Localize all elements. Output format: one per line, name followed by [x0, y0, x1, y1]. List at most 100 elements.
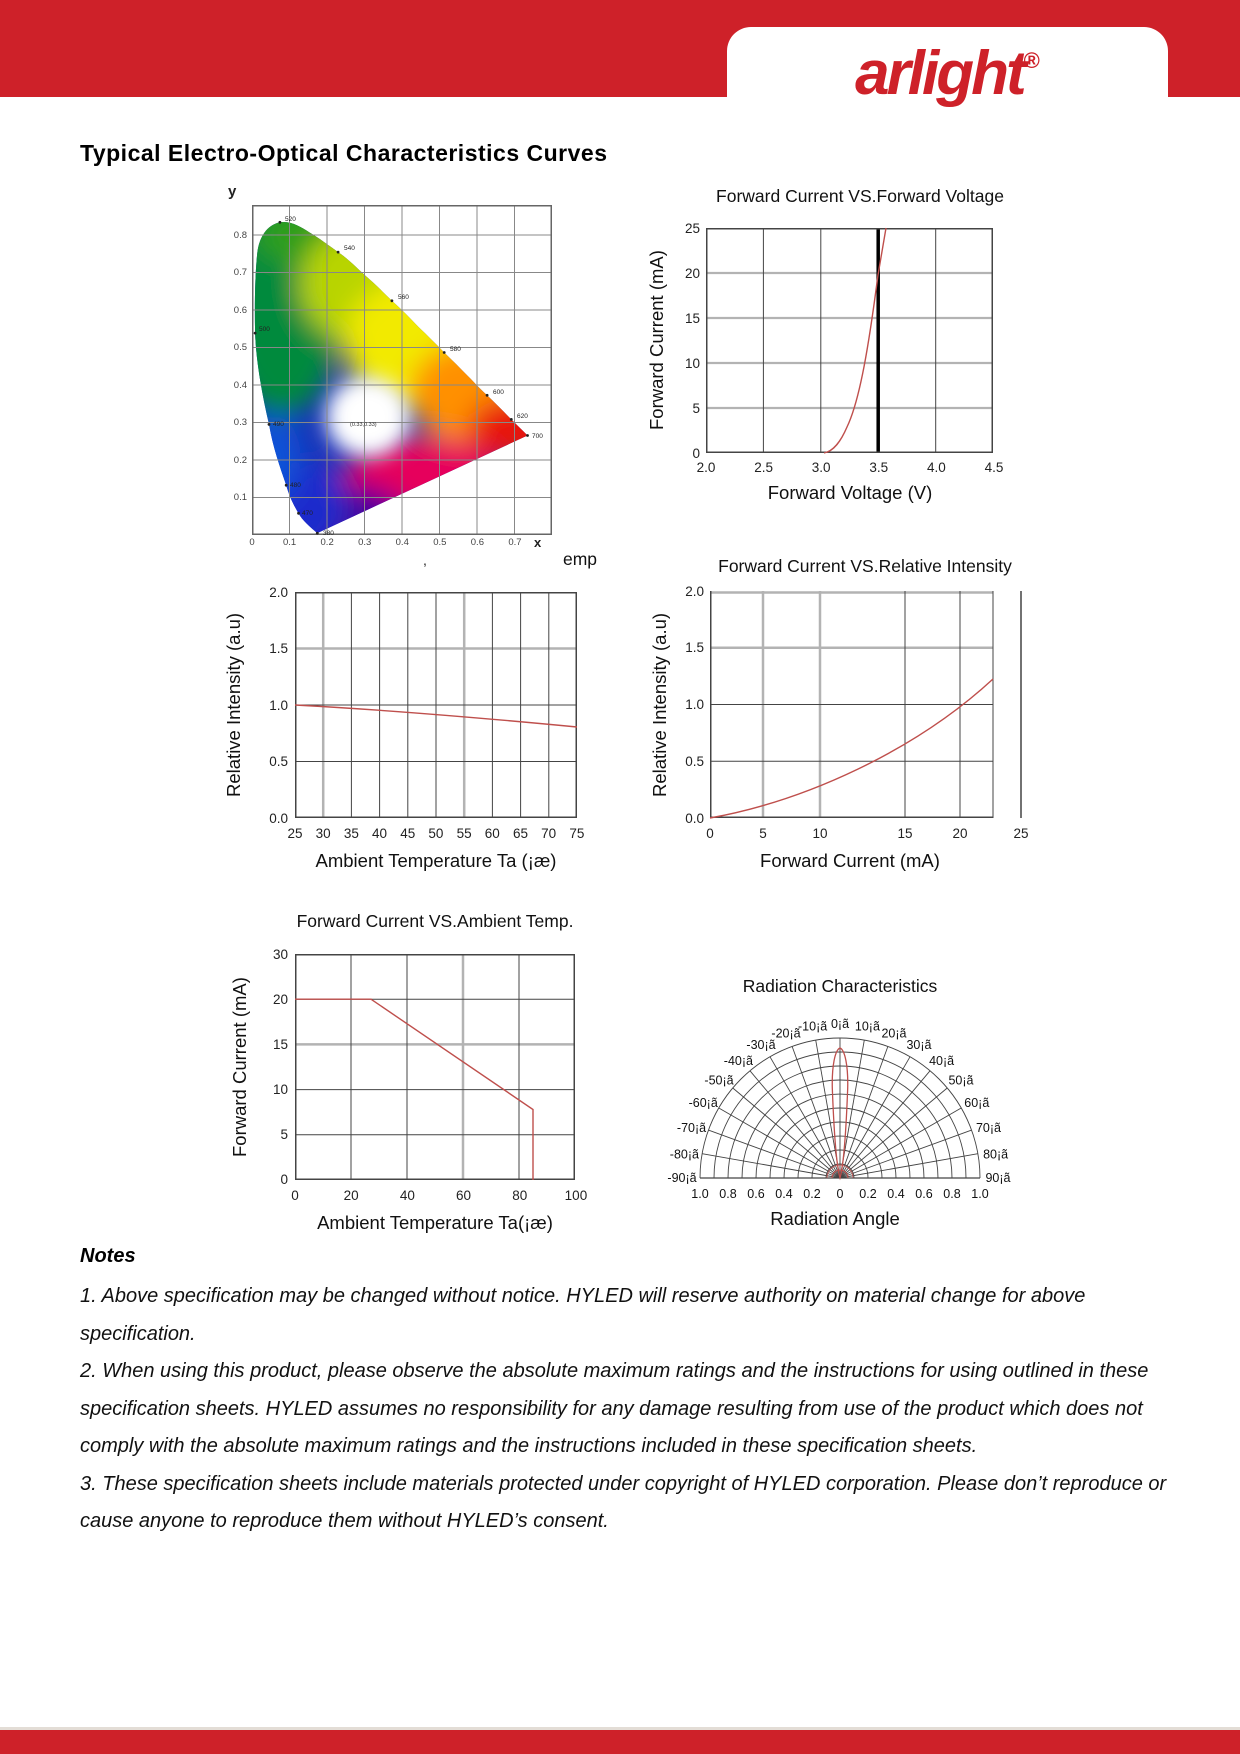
- ri-ta-y-ticks: 2.0 1.5 1.0 0.5 0.0: [269, 584, 288, 826]
- cie-grid: [252, 205, 552, 535]
- r-tick-label: 0.6: [915, 1187, 932, 1201]
- wavelength-label: 700: [532, 433, 543, 440]
- brand-logo-text: arlight: [855, 38, 1026, 108]
- angle-label: 30¡ã: [906, 1038, 931, 1052]
- cie-white-point-label: (0.33,0.33): [350, 422, 377, 428]
- angle-label: -80¡ã: [670, 1148, 699, 1162]
- note-item: 1. Above specification may be changed wi…: [80, 1285, 1086, 1345]
- wavelength-label: 580: [450, 346, 461, 353]
- tick-label: 25: [1013, 826, 1029, 841]
- fc-ta-x-axis-title: Ambient Temperature Ta(¡æ): [317, 1212, 553, 1233]
- fc-ta-plot: [295, 954, 575, 1180]
- cie-border: [252, 205, 552, 535]
- radiation-x-axis-title: Radiation Angle: [770, 1208, 900, 1229]
- cie-y-axis-label: y: [228, 183, 237, 200]
- fv-x-ticks: 2.0 2.5 3.0 3.5 4.0 4.5: [696, 460, 1004, 475]
- angle-label: 0¡ã: [831, 1017, 849, 1031]
- r-tick-label: 0.6: [747, 1187, 764, 1201]
- r-tick-label: 0.2: [859, 1187, 876, 1201]
- fc-ta-y-ticks: 30 20 15 10 5 0: [272, 946, 288, 1188]
- brand-logo: arlight®: [855, 30, 1040, 105]
- tick-label: 15: [897, 826, 913, 841]
- fc-ta-x-ticks: 0 20 40 60 80 100: [291, 1188, 588, 1203]
- fv-y-ticks: 25 20 15 10 5 0: [684, 220, 700, 461]
- cie-y-ticks: 0.8 0.7 0.6 0.5 0.4 0.3 0.2 0.1: [233, 229, 247, 504]
- fc-ri-chart-title: Forward Current VS.Relative Intensity: [718, 556, 1012, 576]
- radiation-lobe: [831, 1047, 849, 1181]
- angle-label: -10¡ã: [798, 1019, 827, 1033]
- registered-trademark-icon: ®: [1023, 47, 1040, 73]
- angle-label: -90¡ã: [667, 1171, 696, 1185]
- radiation-polar-plot: -90¡ã -80¡ã -70¡ã -60¡ã -50¡ã -40¡ã -30¡…: [667, 1017, 1010, 1201]
- r-tick-label: 1.0: [971, 1187, 988, 1201]
- fv-curve: [823, 227, 887, 454]
- brand-logo-tab: arlight®: [727, 27, 1168, 107]
- fc-ri-plot: [709, 591, 1022, 819]
- wavelength-label: 520: [285, 216, 296, 223]
- angle-label: 60¡ã: [964, 1096, 989, 1110]
- angle-label: 90¡ã: [985, 1171, 1010, 1185]
- radiation-lobe-base: [831, 1169, 849, 1179]
- r-tick-label: 0.8: [943, 1187, 960, 1201]
- cie-wavelength-marks: 520 540 560 580 600 620 700 500 490 480 …: [253, 216, 543, 537]
- tick-label: 5: [759, 826, 767, 841]
- wavelength-label: 380: [323, 530, 334, 537]
- ri-ta-curve: [294, 704, 578, 728]
- wavelength-label: 470: [302, 510, 313, 517]
- angle-label: -60¡ã: [689, 1096, 718, 1110]
- polar-angle-labels: -90¡ã -80¡ã -70¡ã -60¡ã -50¡ã -40¡ã -30¡…: [667, 1017, 1010, 1185]
- tick-label: 10: [812, 826, 828, 841]
- fc-ta-y-axis-title: Forward Current (mA): [229, 977, 250, 1157]
- r-tick-label: 0.4: [887, 1187, 904, 1201]
- angle-label: 20¡ã: [881, 1027, 906, 1041]
- r-tick-label: 0.4: [775, 1187, 792, 1201]
- angle-label: -70¡ã: [677, 1121, 706, 1135]
- angle-label: 40¡ã: [929, 1054, 954, 1068]
- angle-label: 10¡ã: [855, 1019, 880, 1033]
- fv-chart-title: Forward Current VS.Forward Voltage: [716, 186, 1004, 206]
- ri-ta-y-axis-title: Relative Intensity (a.u): [223, 612, 244, 798]
- wavelength-label: 500: [259, 326, 270, 333]
- ri-ta-stray-mark: ,: [423, 552, 427, 568]
- ri-ta-title-fragment: emp: [563, 549, 598, 569]
- angle-label: -20¡ã: [771, 1027, 800, 1041]
- wavelength-label: 480: [290, 482, 301, 489]
- fv-plot: [706, 227, 993, 454]
- fc-ri-x-axis-title: Forward Current (mA): [760, 850, 940, 871]
- angle-label: -50¡ã: [704, 1073, 733, 1087]
- cie-horseshoe: [254, 221, 528, 534]
- radiation-lobe-base2: [826, 1164, 854, 1179]
- notes-body: 1. Above specification may be changed wi…: [80, 1278, 1175, 1541]
- cie-x-ticks: 0 0.1 0.2 0.3 0.4 0.5 0.6 0.7: [249, 537, 522, 548]
- polar-spokes: [702, 1038, 978, 1179]
- radiation-chart-title: Radiation Characteristics: [742, 976, 938, 996]
- fc-ta-curve: [295, 998, 534, 1180]
- wavelength-label: 560: [398, 294, 409, 301]
- fc-ta-chart-title: Forward Current VS.Ambient Temp.: [296, 911, 574, 931]
- footer-red-bar: [0, 1727, 1240, 1754]
- tick-label: 0: [706, 826, 714, 841]
- wavelength-label: 490: [273, 421, 284, 428]
- r-tick-label: 1.0: [691, 1187, 708, 1201]
- page-title: Typical Electro-Optical Characteristics …: [80, 140, 608, 166]
- r-tick-label: 0: [837, 1187, 844, 1201]
- note-item: 2. When using this product, please obser…: [80, 1360, 1149, 1457]
- ri-ta-x-ticks: 25 30 35 40 45 50 55 60 65 70 75: [287, 826, 585, 841]
- ri-ta-x-axis-title: Ambient Temperature Ta (¡æ): [315, 850, 557, 871]
- polar-r-labels: 1.0 0.8 0.6 0.4 0.2 0 0.2 0.4 0.6 0.8 1.…: [691, 1187, 988, 1201]
- r-tick-label: 0.8: [719, 1187, 736, 1201]
- ri-ta-plot: [294, 592, 578, 818]
- wavelength-label: 540: [344, 245, 355, 252]
- notes-heading: Notes: [80, 1245, 136, 1267]
- fc-ri-y-ticks: 2.0 1.5 1.0 0.5 0.0: [685, 583, 704, 826]
- angle-label: 80¡ã: [983, 1148, 1008, 1162]
- wavelength-label: 620: [517, 413, 528, 420]
- angle-label: -40¡ã: [724, 1054, 753, 1068]
- fc-ri-curve: [709, 678, 994, 819]
- cie-diagram: 520 540 560 580 600 620 700 500 490 480 …: [252, 205, 552, 537]
- r-tick-label: 0.2: [803, 1187, 820, 1201]
- cie-x-axis-label: x: [534, 535, 542, 550]
- fv-x-axis-title: Forward Voltage (V): [767, 482, 933, 503]
- angle-label: 50¡ã: [948, 1073, 973, 1087]
